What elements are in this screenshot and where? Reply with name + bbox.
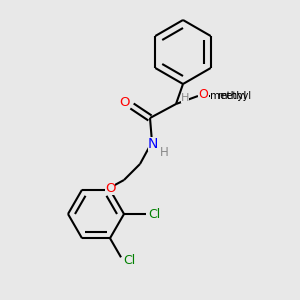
Text: H: H [181, 93, 189, 103]
Text: O: O [120, 95, 130, 109]
Text: H: H [160, 146, 168, 158]
Text: methyl: methyl [217, 91, 251, 101]
Text: O: O [105, 182, 115, 194]
Text: N: N [148, 137, 158, 151]
Text: Cl: Cl [148, 208, 160, 220]
Text: O: O [198, 88, 208, 101]
Text: Cl: Cl [123, 254, 135, 267]
Text: methyl: methyl [210, 91, 246, 101]
